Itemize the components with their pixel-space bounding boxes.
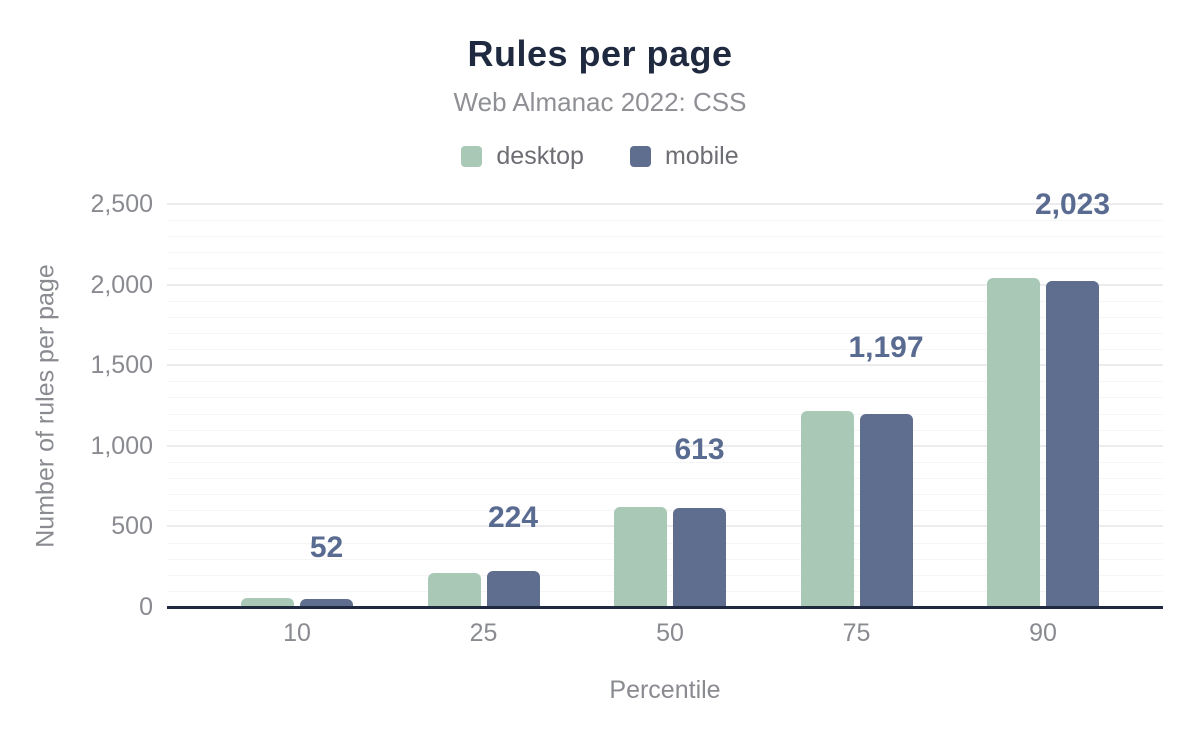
legend-label-mobile: mobile — [664, 142, 739, 170]
bar-mobile-75[interactable] — [859, 414, 913, 607]
legend-label-desktop: desktop — [496, 142, 584, 170]
major-gridline — [167, 444, 1163, 447]
chart-title: Rules per page — [467, 33, 733, 74]
data-label: 1,197 — [848, 331, 924, 365]
minor-gridline — [167, 494, 1163, 496]
minor-gridline — [167, 332, 1163, 334]
bar-mobile-50[interactable] — [673, 508, 726, 607]
minor-gridline — [167, 413, 1163, 415]
bar-desktop-50[interactable] — [614, 507, 667, 607]
data-label: 2,023 — [1034, 187, 1111, 221]
minor-gridline — [167, 268, 1163, 270]
bar-desktop-90[interactable] — [987, 278, 1040, 607]
bar-desktop-75[interactable] — [800, 411, 854, 607]
y-tick-label: 2,000 — [90, 270, 153, 299]
x-axis-title: Percentile — [609, 676, 721, 704]
minor-gridline — [167, 220, 1163, 222]
legend-swatch-desktop-icon — [461, 146, 483, 167]
minor-gridline — [167, 429, 1163, 431]
chart-subtitle: Web Almanac 2022: CSS — [453, 87, 747, 117]
y-tick-label: 0 — [139, 593, 153, 621]
minor-gridline — [167, 300, 1163, 302]
y-tick-label: 500 — [111, 512, 153, 541]
plot-area: 52 224 613 1,197 2,023 — [167, 188, 1163, 609]
bar-mobile-10[interactable] — [300, 598, 353, 607]
bar-desktop-25[interactable] — [427, 573, 481, 607]
x-tick-label: 90 — [1029, 619, 1057, 647]
minor-gridline — [167, 236, 1163, 238]
major-gridline — [167, 364, 1163, 367]
major-gridline — [167, 283, 1163, 286]
bar-mobile-25[interactable] — [486, 570, 540, 607]
y-tick-label: 2,500 — [90, 190, 153, 218]
x-tick-label: 50 — [656, 619, 684, 647]
x-tick-label: 10 — [283, 619, 311, 647]
legend-item-mobile[interactable]: mobile — [629, 142, 739, 171]
y-tick-label: 1,000 — [90, 431, 153, 460]
x-axis-line — [167, 606, 1163, 609]
x-tick-label: 75 — [842, 619, 871, 647]
legend-item-desktop[interactable]: desktop — [461, 142, 584, 171]
bar-desktop-10[interactable] — [241, 597, 294, 607]
data-label: 613 — [674, 433, 725, 467]
x-tick-label: 25 — [469, 619, 498, 647]
bar-mobile-90[interactable] — [1046, 280, 1099, 607]
y-axis-title: Number of rules per page — [31, 264, 60, 548]
minor-gridline — [167, 252, 1163, 254]
minor-gridline — [167, 461, 1163, 463]
major-gridline — [167, 203, 1163, 205]
legend-swatch-mobile-icon — [629, 146, 651, 167]
y-tick-label: 1,500 — [90, 351, 153, 380]
minor-gridline — [167, 316, 1163, 318]
data-label: 52 — [309, 530, 344, 564]
data-label: 224 — [487, 500, 539, 534]
minor-gridline — [167, 381, 1163, 383]
minor-gridline — [167, 478, 1163, 480]
minor-gridline — [167, 349, 1163, 351]
legend: desktop mobile — [0, 142, 1200, 171]
minor-gridline — [167, 397, 1163, 399]
